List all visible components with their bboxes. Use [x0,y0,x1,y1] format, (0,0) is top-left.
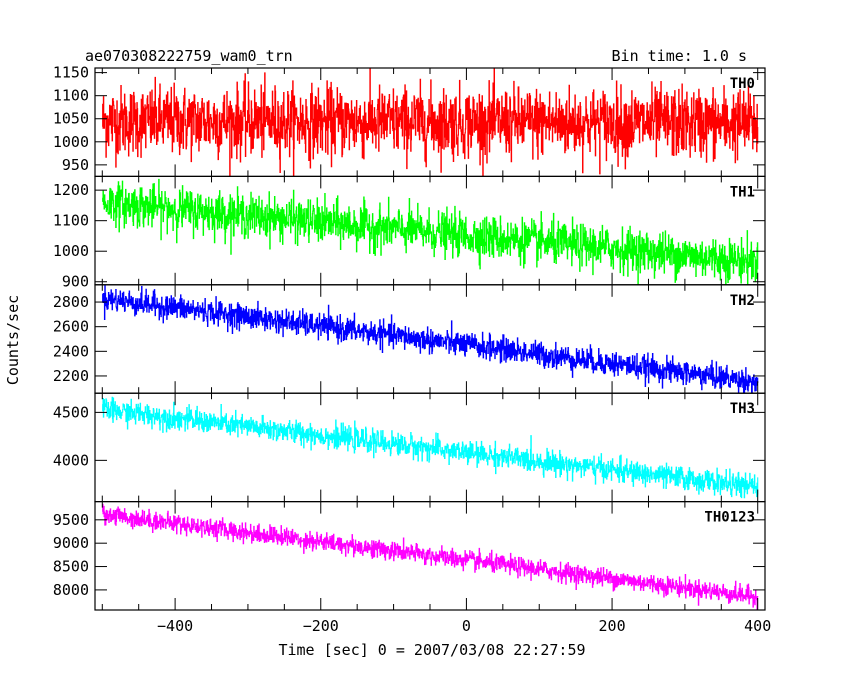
panel-th0123: 8000 8500 9000 9500 TH0123 [53,501,766,611]
y-tick-label: 1150 [53,64,89,82]
y-tick-label: 1000 [53,242,89,260]
y-tick-label: 950 [62,156,89,174]
y-tick-label: 9000 [53,534,89,552]
panel-th0: 950 1000 1050 1100 1150 TH0 [53,64,766,178]
y-tick-label: 2800 [53,293,89,311]
panel-label-th2: TH2 [730,293,755,309]
y-tick-label: 1100 [53,87,89,105]
panel-label-th3: TH3 [730,401,755,417]
y-tick-label: 4500 [53,403,89,421]
y-tick-label: 1200 [53,181,89,199]
y-tick-label: 1000 [53,133,89,151]
x-axis-label: Time [sec] 0 = 2007/03/08 22:27:59 [278,641,585,659]
panel-th3: 4000 4500 TH3 [53,392,766,503]
panel-label-th1: TH1 [730,184,755,200]
y-tick-label: 8000 [53,581,89,599]
bin-time-label: Bin time: 1.0 s [612,47,747,65]
panel-label-th0: TH0 [730,76,755,92]
y-tick-label: 1100 [53,212,89,230]
series-line-th0 [102,68,759,177]
x-tick-label: 200 [599,617,626,635]
panels-group: 950 1000 1050 1100 1150 TH0 900 1000 1100 1200 TH1… [53,64,771,635]
panel-th1: 900 1000 1100 1200 TH1 [53,175,766,291]
x-tick-label: 0 [462,617,471,635]
panel-label-th0123: TH0123 [704,510,755,526]
x-tick-label: −200 [303,617,339,635]
series-line-th3 [102,396,759,499]
series-line-th0123 [102,503,759,611]
y-tick-label: 2600 [53,318,89,336]
x-tick-label: 400 [744,617,771,635]
y-axis-label: Counts/sec [4,295,22,385]
series-line-th1 [102,178,759,285]
y-tick-label: 2400 [53,342,89,360]
chart-title: ae070308222759_wam0_trn [85,47,293,65]
y-tick-label: 8500 [53,558,89,576]
y-tick-label: 2200 [53,367,89,385]
y-tick-label: 900 [62,273,89,291]
y-tick-label: 4000 [53,451,89,469]
y-tick-label: 9500 [53,511,89,529]
y-tick-label: 1050 [53,110,89,128]
x-tick-label: −400 [157,617,193,635]
panel-th2: 2200 2400 2600 2800 TH2 [53,284,766,394]
series-line-th2 [102,285,759,394]
